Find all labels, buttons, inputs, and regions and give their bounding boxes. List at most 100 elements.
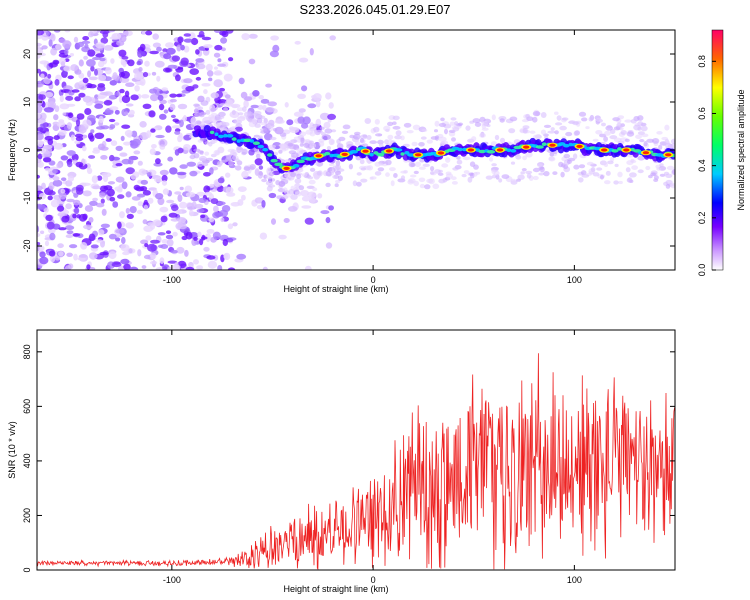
spectrogram-noise-cell [109, 80, 118, 86]
spectrogram-haze-cell [656, 167, 662, 171]
spectrogram-peak-cell [535, 145, 544, 149]
spectrogram-noise-cell [55, 43, 62, 51]
spectrogram-noise-cell [88, 217, 94, 223]
spectrogram-noise-cell [201, 83, 211, 87]
spectrogram-haze-cell [407, 179, 415, 185]
spectrogram-peak-cell [486, 150, 496, 154]
spectrogram-noise-cell [141, 30, 147, 35]
spectrogram-haze-cell [540, 112, 547, 118]
spectrogram-noise-cell [179, 186, 184, 191]
spectrogram-noise-cell [203, 172, 211, 177]
spectrogram-noise-cell [223, 252, 231, 261]
spectrogram-haze-cell [491, 114, 496, 121]
spectrogram-noise-cell [77, 257, 86, 261]
spectrogram-haze-cell [198, 114, 205, 118]
spectrogram-noise-cell [129, 109, 135, 116]
spectrogram-hot-spot [576, 144, 583, 148]
spectrogram-haze-cell [624, 119, 632, 123]
spectrogram-haze-cell [208, 114, 215, 119]
spectrogram-haze-cell [613, 180, 619, 185]
spectrogram-noise-cell [183, 38, 193, 43]
spectrogram-noise-cell [227, 223, 234, 230]
spectrogram-haze-cell [471, 136, 477, 142]
spectrogram-haze-cell [451, 125, 459, 130]
spectrogram-noise-cell [89, 135, 95, 142]
spectrogram-haze-cell [558, 161, 564, 168]
spectrogram-noise-cell [210, 198, 219, 205]
spectrogram-noise-cell [60, 188, 66, 194]
spectrogram-noise-cell [299, 57, 309, 63]
spectrogram-haze-cell [236, 107, 244, 112]
spectrogram-haze-cell [283, 190, 291, 195]
spectrogram-peak-cell [349, 150, 358, 154]
spectrogram-noise-cell [165, 234, 174, 240]
spectrogram-noise-cell [91, 175, 99, 184]
spectrogram-noise-cell [151, 144, 157, 149]
spectrogram-haze-cell [451, 181, 458, 185]
spectrogram-noise-cell [87, 49, 96, 57]
spectrogram-haze-cell [596, 117, 602, 122]
spectrogram-noise-cell [301, 195, 311, 202]
spectrogram-haze-cell [197, 161, 203, 168]
spectrogram-haze-cell [426, 139, 433, 144]
spectrogram-noise-cell [232, 222, 238, 227]
spectrogram-noise-cell [64, 30, 71, 33]
spectrogram-noise-cell [88, 233, 96, 242]
spectrogram-noise-cell [161, 174, 168, 182]
spectrogram-noise-cell [150, 239, 160, 244]
spectrogram-noise-cell [58, 251, 64, 257]
spectrogram-haze-cell [330, 139, 335, 145]
spectrogram-noise-cell [48, 160, 56, 166]
spectrogram-noise-cell [167, 156, 174, 162]
spectrogram-noise-cell [213, 205, 219, 213]
spectrogram-noise-cell [139, 121, 147, 128]
spectrogram-noise-cell [153, 162, 163, 167]
spectrogram-haze-cell [334, 183, 339, 188]
spectrogram-noise-cell [185, 86, 195, 92]
spectrogram-noise-cell [224, 94, 231, 99]
spectrogram-noise-cell [60, 89, 71, 93]
spectrogram-noise-cell [37, 264, 42, 269]
spectrogram-noise-cell [56, 121, 66, 128]
spectrogram-haze-cell [508, 128, 516, 134]
spectrogram-haze-cell [454, 121, 459, 126]
spectrogram-haze-cell [195, 120, 202, 125]
spectrogram-noise-cell [89, 200, 98, 206]
spectrogram-noise-cell [236, 147, 244, 151]
spectrogram-noise-cell [101, 172, 112, 178]
spectrogram-noise-cell [62, 112, 67, 116]
spectrogram-noise-cell [274, 119, 285, 124]
spectrogram-noise-cell [92, 56, 101, 61]
spectrogram-haze-cell [348, 163, 353, 170]
spectrogram-noise-cell [206, 255, 216, 260]
spectrogram-haze-cell [324, 128, 333, 134]
spectrogram-peak-cell [218, 134, 224, 139]
spectrogram-haze-cell [650, 172, 656, 177]
spectrogram-haze-cell [510, 161, 516, 165]
spectrogram-haze-cell [430, 136, 439, 140]
spectrogram-noise-cell [65, 203, 72, 210]
spectrogram-haze-cell [366, 135, 372, 140]
spectrogram-haze-cell [331, 129, 337, 133]
spectrogram-haze-cell [392, 115, 400, 121]
spectrogram-noise-cell [203, 44, 213, 49]
spectrogram-noise-cell [163, 53, 172, 60]
spectrogram-haze-cell [268, 147, 276, 151]
spectrogram-noise-cell [306, 185, 315, 189]
spectrogram-haze-cell [227, 148, 236, 153]
spectrogram-haze-cell [603, 136, 608, 142]
spectrogram-noise-cell [82, 145, 87, 152]
spectrogram-noise-cell [130, 174, 137, 180]
spectrogram-noise-cell [169, 93, 177, 98]
spectrogram-haze-cell [377, 167, 385, 172]
spectrogram-noise-cell [123, 263, 131, 270]
spectrogram-noise-cell [43, 207, 49, 213]
spectrogram-haze-cell [612, 117, 620, 122]
spectrogram-noise-cell [125, 222, 134, 229]
spectrogram-haze-cell [639, 139, 645, 143]
spectrogram-hot-spot [601, 148, 608, 152]
spectrogram-haze-cell [617, 171, 623, 178]
y-tick-label: 0 [22, 147, 32, 152]
spectrogram-noise-cell [145, 235, 152, 241]
spectrogram-haze-cell [296, 173, 302, 179]
